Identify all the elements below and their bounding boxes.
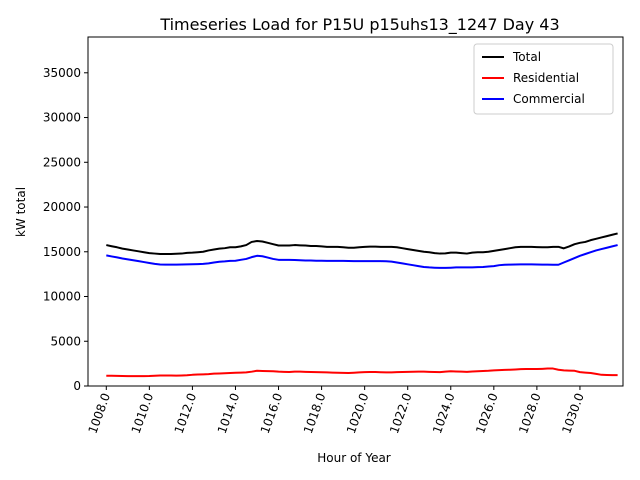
x-tick-label: 1014.0 [215,391,243,435]
x-tick-label: 1016.0 [258,391,286,435]
y-tick-label: 15000 [43,245,81,259]
x-tick-label: 1010.0 [129,391,157,435]
y-tick-label: 5000 [50,334,81,348]
y-tick-label: 25000 [43,155,81,169]
x-axis-label: Hour of Year [317,451,391,465]
x-tick-label: 1026.0 [473,391,501,435]
y-tick-label: 10000 [43,290,81,304]
x-tick-label: 1028.0 [516,391,544,435]
y-tick-label: 0 [73,379,81,393]
legend-label-residential: Residential [513,71,579,85]
legend-box [473,43,614,115]
series-line-commercial [106,244,618,269]
y-tick-label: 20000 [43,200,81,214]
y-axis-label: kW total [14,187,28,237]
x-tick-label: 1018.0 [301,391,329,435]
y-tick-label: 30000 [43,111,81,125]
chart-title: Timeseries Load for P15U p15uhs13_1247 D… [159,15,559,35]
x-tick-label: 1012.0 [172,391,200,435]
legend: Total Residential Commercial [473,43,614,115]
series-line-residential [106,367,618,378]
legend-label-commercial: Commercial [513,92,585,106]
axes-frame [87,36,624,387]
plot-area [106,232,618,378]
x-tick-label: 1020.0 [344,391,372,435]
x-tick-label: 1030.0 [559,391,587,435]
series-line-total [106,232,618,256]
y-tick-label: 35000 [43,66,81,80]
x-tick-label: 1022.0 [387,391,415,435]
legend-label-total: Total [512,50,541,64]
x-tick-label: 1024.0 [430,391,458,435]
x-tick-label: 1008.0 [86,391,114,435]
